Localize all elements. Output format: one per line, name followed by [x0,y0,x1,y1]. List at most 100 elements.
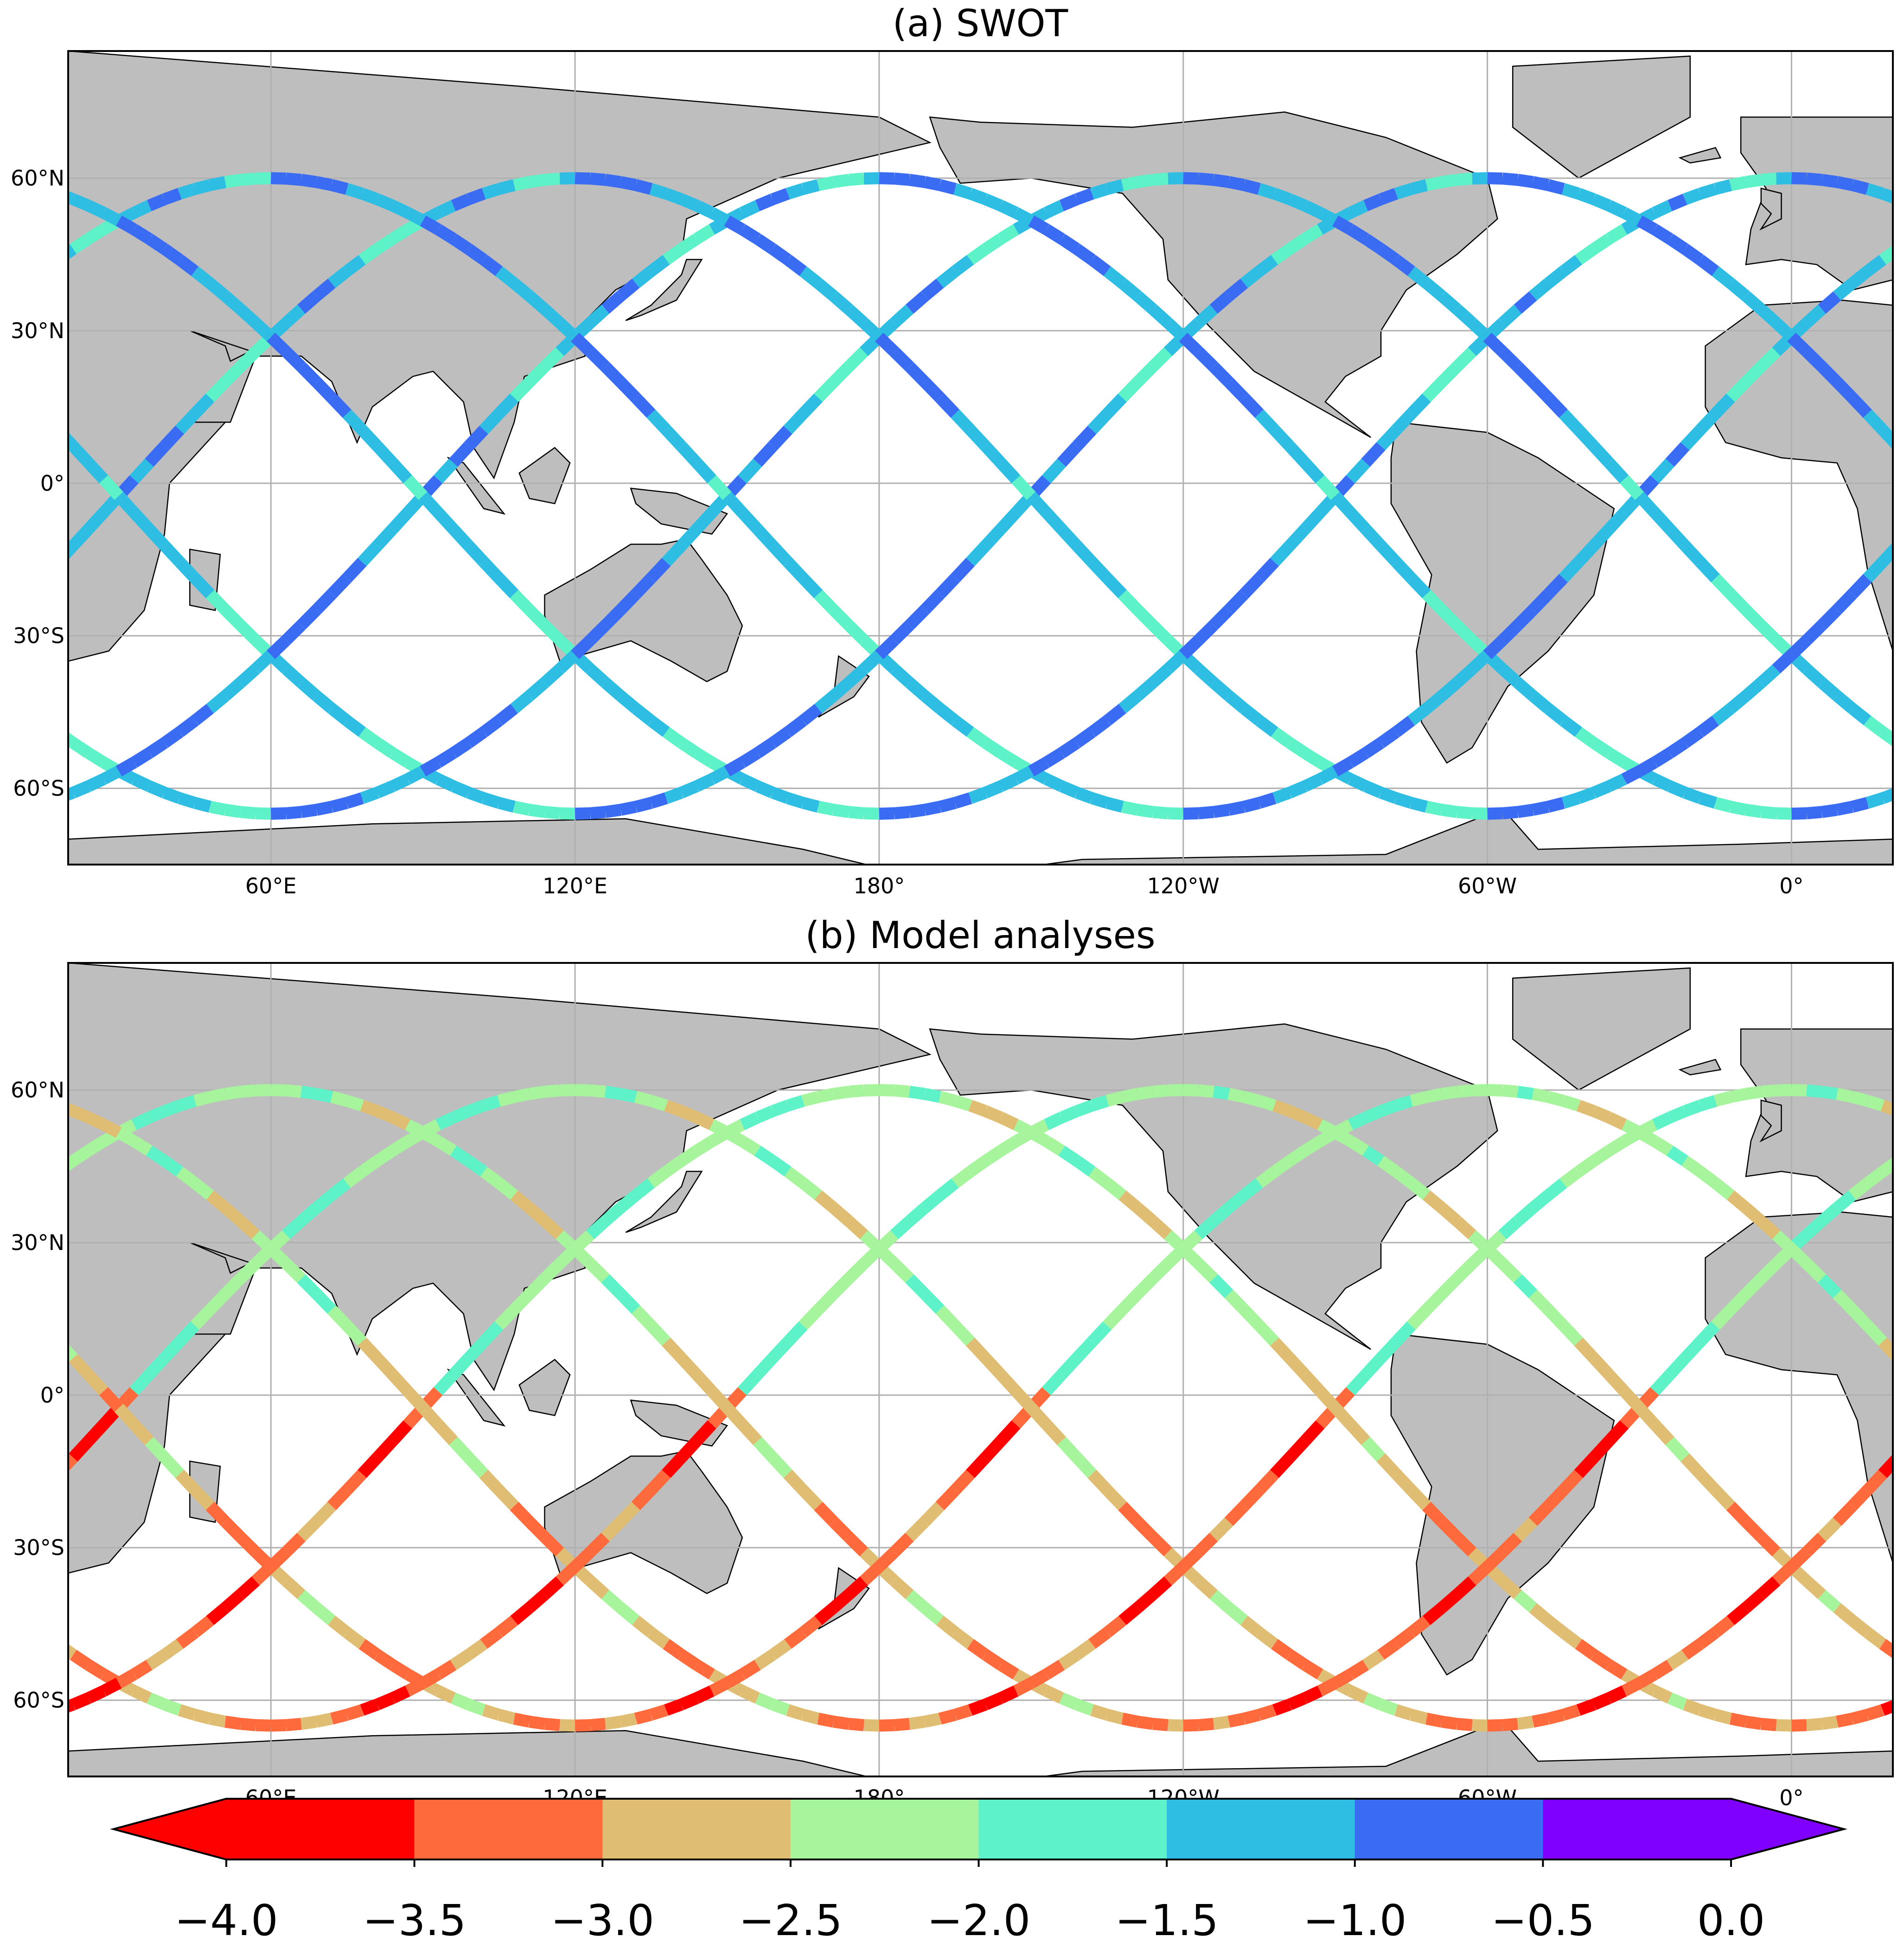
track-segment [1544,266,1567,288]
track-segment [908,173,926,188]
track-segment [528,1085,546,1100]
track-segment [209,801,227,816]
track-segment [634,1709,653,1725]
track-segment [1636,1669,1658,1688]
track-segment [1394,792,1413,809]
track-segment [435,1660,457,1680]
track-segment [1194,304,1218,327]
track-segment [420,1669,441,1688]
track-segment [1422,590,1446,614]
track-segment [1776,807,1792,820]
track-segment [905,1203,929,1226]
track-segment [1347,224,1369,244]
landmass-antarctica [68,1719,1893,1776]
panel-b-map: 60°N30°N0°30°S60°S 60°E 120°E 180° 120°W 60°… [11,962,1904,1810]
track-segment [1209,1517,1233,1542]
track-segment [1013,1678,1034,1697]
longitude-tick-label: 120°W [1147,873,1220,898]
track-segment [43,1172,58,1183]
track-segment [525,291,549,314]
track-segment [1148,1532,1173,1557]
track-segment [1410,1709,1428,1725]
track-segment [784,255,807,276]
track-segment [953,1704,972,1721]
track-segment [1757,664,1781,687]
track-segment [1517,173,1534,188]
track-segment [162,1699,182,1716]
track-segment [1453,1576,1476,1599]
track-segment [1044,1685,1064,1704]
track-segment [1044,773,1064,792]
colorbar-segment [113,1799,415,1859]
track-segment [178,1704,197,1721]
track-segment [1698,1704,1718,1721]
track-segment [693,1660,716,1680]
track-segment [1302,773,1323,792]
track-segment [953,1095,972,1112]
track-segment [1213,1085,1230,1100]
track-segment [1011,1387,1036,1412]
track-segment [1240,574,1264,598]
track-segment [1271,1639,1293,1660]
track-segment [466,1699,486,1716]
track-segment [1514,1203,1537,1226]
track-segment [1729,1088,1747,1103]
track-segment [814,378,838,402]
track-segment [420,215,441,235]
track-segment [281,621,306,645]
track-segment [495,1178,518,1200]
track-segment [1272,1100,1292,1117]
track-segment [559,172,575,185]
track-segment [251,650,275,673]
track-segment [28,803,43,807]
track-segment [1407,1178,1431,1200]
track-segment [601,1203,625,1226]
track-segment [967,244,989,265]
track-segment [450,737,472,758]
track-segment [145,525,169,550]
longitude-tick-label: 0° [1779,873,1803,898]
track-segment [358,1453,382,1478]
track-segment [297,1274,321,1298]
track-segment [540,1576,564,1599]
track-segment [1604,1420,1629,1445]
track-segment [601,678,625,701]
track-segment [450,234,472,254]
track-segment [1745,804,1762,818]
track-segment [1666,1649,1689,1670]
track-segment [405,207,426,226]
latitude-tick-label: 30°S [13,623,64,648]
track-segment [786,792,805,809]
track-segment [1225,1190,1248,1213]
track-segment [1332,1669,1354,1688]
track-segment [190,574,215,598]
track-segment [358,425,382,450]
track-segment [1652,1112,1673,1130]
latitude-tick-label: 60°N [11,1077,64,1103]
track-segment [330,1709,349,1725]
track-segment [1042,1420,1066,1445]
track-segment [921,1190,944,1213]
track-segment [631,1305,656,1330]
track-segment [434,508,458,533]
track-segment [1696,1321,1720,1346]
track-segment [1437,362,1462,386]
track-segment [1711,1305,1735,1330]
track-segment [1898,786,1904,793]
track-segment [162,787,182,804]
track-segment [390,1685,410,1704]
track-segment [1757,1576,1781,1599]
track-segment [692,458,716,484]
colorbar-segment [1167,1799,1355,1859]
track-segment [1711,1486,1735,1510]
track-segment [1836,801,1854,816]
track-segment [466,787,486,804]
track-segment [1898,1441,1904,1458]
track-segment [1379,1699,1399,1716]
track-segment [1103,1305,1127,1330]
track-segment [1272,1699,1292,1716]
track-segment [879,172,895,185]
track-segment [556,1562,579,1585]
track-segment [1183,172,1199,185]
track-segment [465,727,487,748]
